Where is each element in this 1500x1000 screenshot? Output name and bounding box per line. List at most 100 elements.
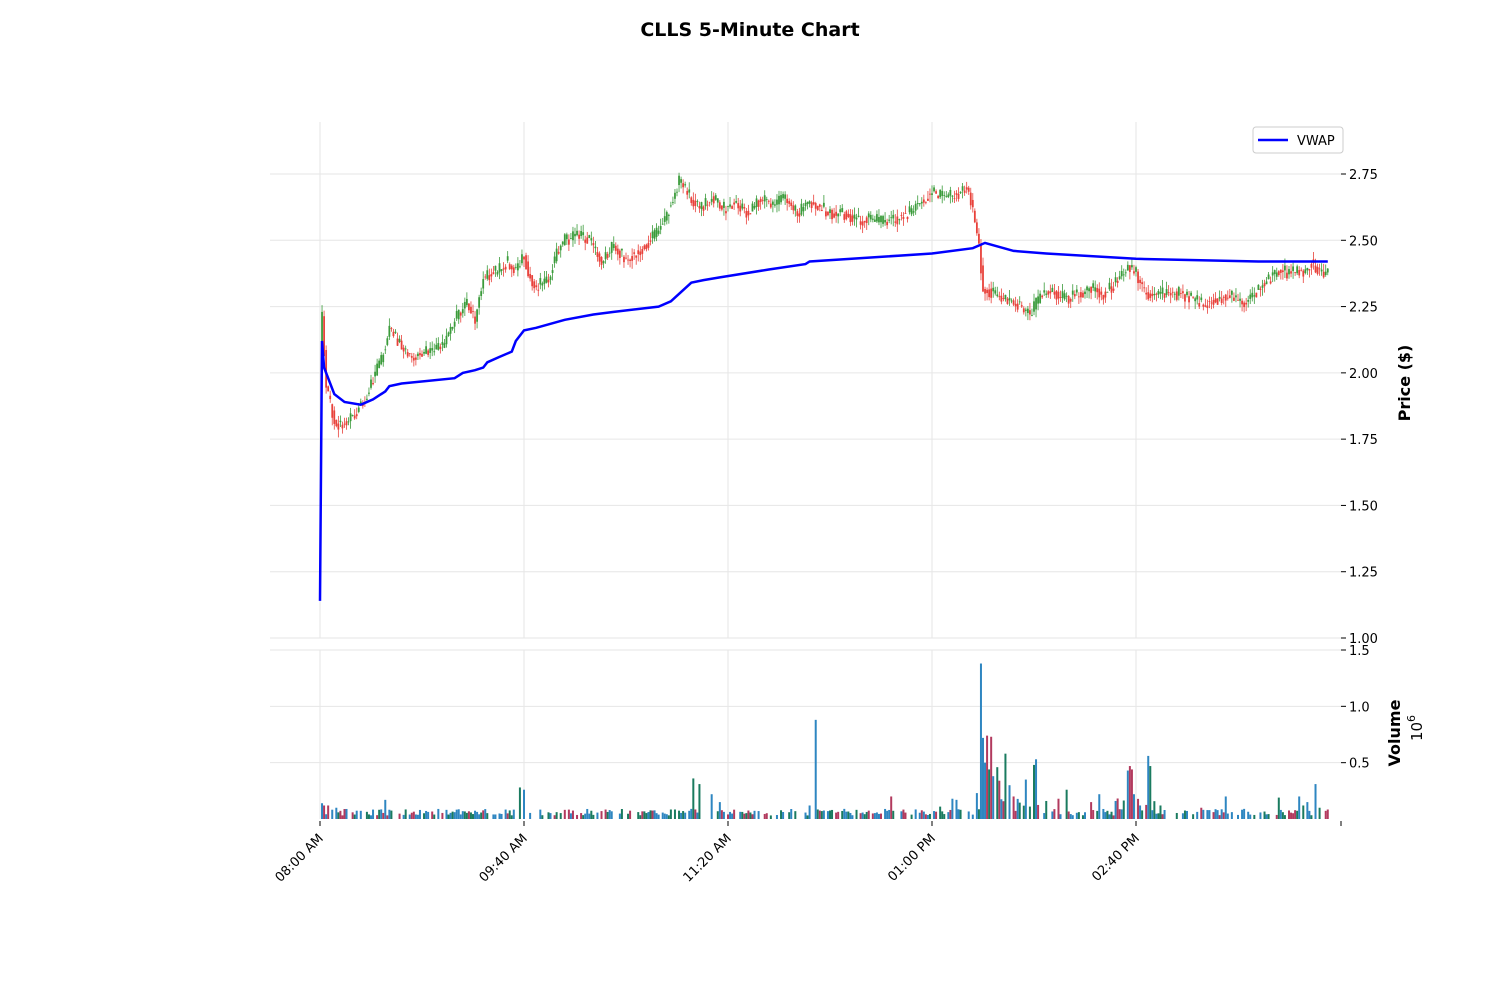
candle-body <box>1320 269 1323 272</box>
candle-body <box>884 220 886 223</box>
candle-body <box>996 294 999 297</box>
candle-body <box>1255 292 1258 298</box>
candle-body <box>1055 290 1058 300</box>
candle-body <box>1151 293 1154 297</box>
candle-body <box>822 202 825 207</box>
candle-body <box>927 198 929 201</box>
volume-bar <box>886 810 889 819</box>
candle-body <box>894 221 897 223</box>
candle-body <box>1233 297 1235 301</box>
candle-body <box>1190 292 1192 296</box>
volume-bar <box>680 812 683 819</box>
volume-bar <box>1002 801 1005 819</box>
volume-bar <box>1014 810 1017 819</box>
candle-body <box>461 309 464 314</box>
candle-body <box>661 223 664 225</box>
candle-body <box>561 241 564 245</box>
candle-body <box>1104 291 1107 298</box>
candle-body <box>1324 271 1327 276</box>
volume-bar <box>449 812 452 819</box>
candle-body <box>492 272 495 275</box>
candle-body <box>806 201 809 205</box>
candle-body <box>388 325 391 337</box>
candle-body <box>814 203 817 209</box>
candle-body <box>525 255 527 270</box>
volume-bar <box>327 805 330 819</box>
volume-bar <box>1051 811 1054 819</box>
volume-bar <box>977 809 980 819</box>
candle-body <box>1165 289 1168 295</box>
volume-bar <box>414 814 417 819</box>
volume-bar <box>563 809 566 819</box>
volume-bar <box>716 811 719 819</box>
candle-body <box>1124 272 1127 274</box>
candle-body <box>829 209 831 214</box>
price-tick-label: 2.50 <box>1349 234 1378 249</box>
candle-body <box>1063 293 1066 300</box>
candle-body <box>623 256 625 263</box>
volume-bar <box>418 809 421 819</box>
candle-body <box>372 383 374 385</box>
candle-body <box>325 350 328 388</box>
volume-exponent-base: 10 <box>1408 722 1426 741</box>
volume-bar <box>661 812 664 819</box>
volume-bar <box>957 809 960 819</box>
candle-body <box>1316 266 1319 274</box>
candle-body <box>543 278 546 284</box>
candle-body <box>531 275 534 287</box>
candle-body <box>347 421 350 423</box>
candle-body <box>967 187 970 192</box>
volume-bar <box>1181 813 1184 819</box>
volume-bar <box>1259 812 1262 819</box>
volume-bar <box>1153 801 1156 819</box>
volume-bar <box>618 813 621 819</box>
candle-body <box>421 353 423 357</box>
volume-bar <box>775 814 778 819</box>
candle-body <box>423 351 425 354</box>
volume-bar <box>482 810 485 819</box>
candle-body <box>1249 294 1252 299</box>
candle-body <box>988 289 991 298</box>
volume-bar <box>508 810 511 819</box>
candle-body <box>1035 297 1037 310</box>
volume-bar <box>1130 769 1133 819</box>
volume-bar <box>441 812 444 819</box>
candle-body <box>410 356 413 358</box>
candle-body <box>990 288 993 298</box>
candle-body <box>406 352 409 357</box>
candle-body <box>892 214 895 219</box>
volume-bar <box>567 809 570 819</box>
candle-body <box>1265 281 1268 285</box>
candle-body <box>404 348 407 350</box>
candle-body <box>1235 295 1237 298</box>
candle-body <box>825 211 827 217</box>
candle-body <box>1133 271 1135 274</box>
candle-body <box>335 419 338 427</box>
volume-bar <box>461 811 464 819</box>
candle-body <box>831 209 833 220</box>
candle-body <box>482 279 485 289</box>
candle-body <box>470 306 472 314</box>
volume-bar <box>847 811 850 819</box>
price-tick-label: 2.75 <box>1349 168 1378 183</box>
volume-bar <box>1053 809 1056 819</box>
volume-bar <box>384 799 387 819</box>
volume-bar <box>388 809 391 819</box>
candle-body <box>1208 301 1211 302</box>
volume-bar <box>745 813 748 819</box>
volume-bar <box>1096 810 1099 819</box>
candle-body <box>565 234 568 240</box>
volume-bar <box>404 809 407 819</box>
volume-bar <box>465 812 468 819</box>
candle-body <box>878 217 880 223</box>
volume-bar <box>753 810 756 819</box>
candle-body <box>1114 277 1117 283</box>
volume-bar <box>678 810 681 819</box>
candle-body <box>1082 292 1084 298</box>
candle-body <box>1239 298 1241 301</box>
volume-bars <box>321 663 1329 819</box>
candle-body <box>802 207 805 212</box>
candle-body <box>429 348 432 353</box>
candle-body <box>1012 300 1015 305</box>
